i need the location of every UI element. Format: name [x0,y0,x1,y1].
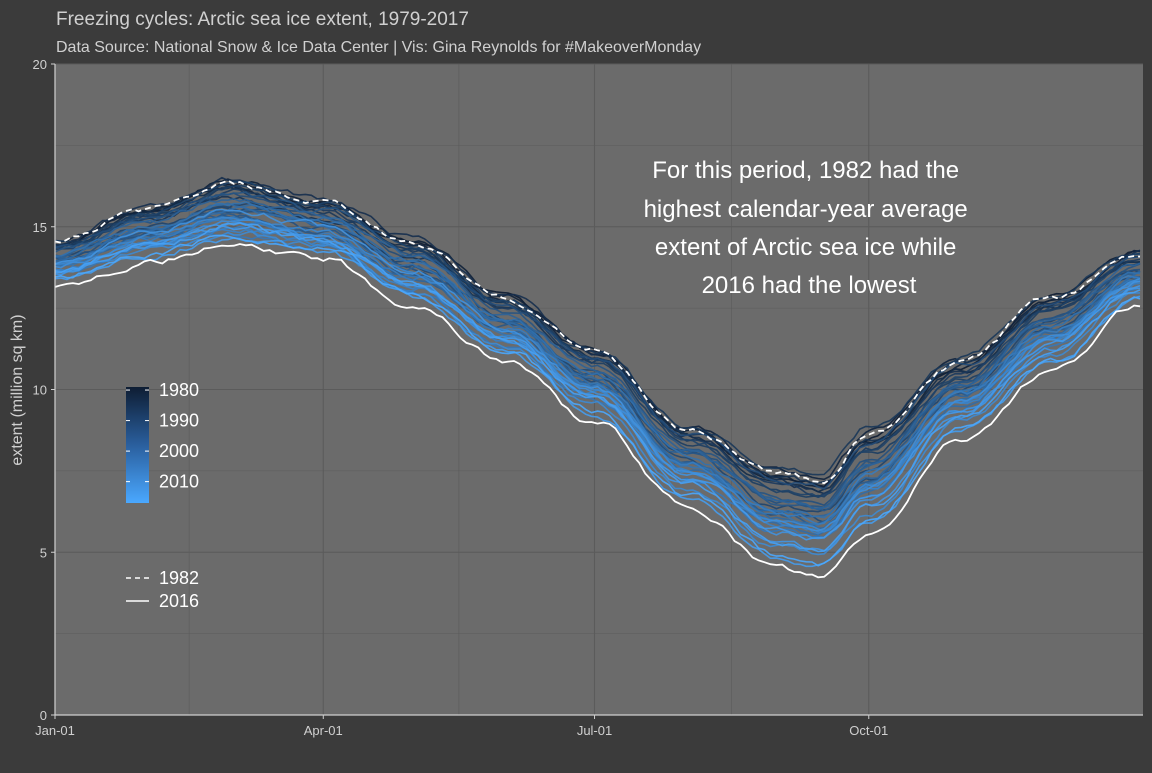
year-line [55,191,1141,509]
year-line [55,215,1141,526]
annotation-line-2: highest calendar-year average [644,196,968,223]
colorbar-label: 1980 [159,380,199,400]
x-tick-label: Jul-01 [577,723,612,738]
y-tick-label: 20 [33,57,47,72]
y-axis-label: extent (million sq km) [9,314,26,465]
year-line [55,184,1141,498]
annotation-line-4: 2016 had the lowest [702,272,917,299]
year-line [55,219,1141,532]
year-line [55,234,1141,567]
annotation-line-1: For this period, 1982 had the [652,157,959,184]
year-line [55,192,1141,490]
legend-label-2016: 2016 [159,591,199,611]
year-line [55,216,1141,533]
year-lines [55,176,1141,568]
chart-subtitle: Data Source: National Snow & Ice Data Ce… [56,39,701,56]
y-tick-label: 15 [33,220,47,235]
colorbar-label: 1990 [159,411,199,431]
colorbar [126,387,149,503]
colorbar-label: 2000 [159,441,199,461]
year-line [55,222,1141,553]
year-line [55,230,1141,556]
colorbar-label: 2010 [159,472,199,492]
annotation-line-3: extent of Arctic sea ice while [655,234,956,261]
year-line [55,197,1141,510]
x-ticks: Jan-01 Apr-01 Jul-01 Oct-01 [35,715,888,738]
y-tick-label: 10 [33,383,47,398]
color-legend: 1980 1990 2000 2010 [126,380,199,503]
x-tick-label: Apr-01 [304,723,343,738]
y-tick-label: 0 [40,708,47,723]
highlight-lines [55,179,1141,579]
annotation: For this period, 1982 had the highest ca… [644,157,975,299]
series-line-1982 [55,179,1141,485]
year-line [55,181,1141,499]
chart-title: Freezing cycles: Arctic sea ice extent, … [56,9,469,30]
series-line-2016 [55,243,1141,579]
x-tick-label: Jan-01 [35,723,75,738]
linetype-legend: 1982 2016 [126,568,199,611]
x-tick-label: Oct-01 [849,723,888,738]
y-tick-label: 5 [40,545,47,560]
legend-label-1982: 1982 [159,568,199,588]
y-ticks: 0 5 10 15 20 [33,57,55,723]
